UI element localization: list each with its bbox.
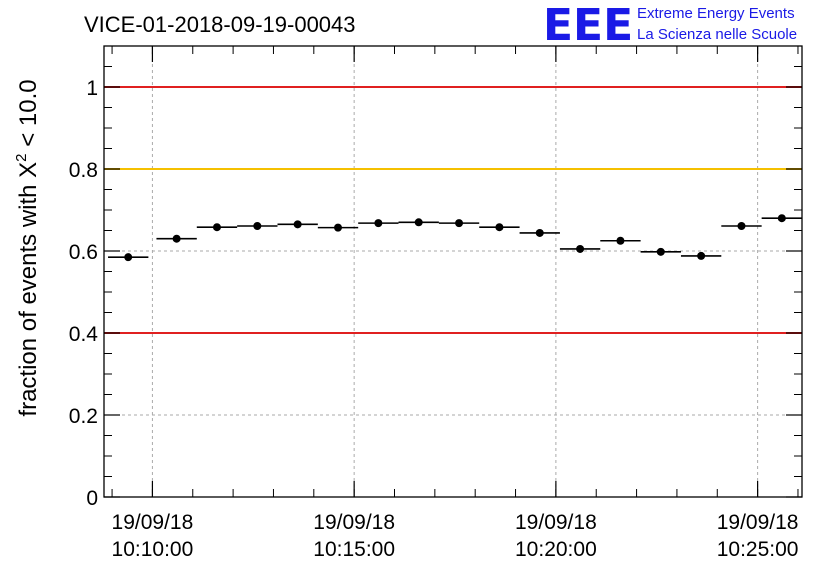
eee-logo-line1: Extreme Energy Events — [637, 5, 795, 22]
y-tick-label-0: 0 — [86, 487, 98, 510]
data-point-17 — [802, 216, 836, 224]
eee-logo-mark: EEE — [543, 0, 633, 51]
data-point-1 — [156, 234, 197, 243]
data-point-6 — [358, 219, 399, 228]
data-point-12 — [600, 236, 641, 245]
x-tick-label-0-1: 10:10:00 — [112, 538, 194, 561]
y-axis-label-tail: < 10.0 — [15, 79, 42, 153]
data-point-15 — [721, 221, 762, 230]
data-point-marker-2 — [212, 223, 221, 232]
data-point-marker-10 — [535, 228, 544, 237]
reference-lines — [104, 86, 802, 334]
y-axis-label-superscript: 2 — [13, 153, 30, 161]
y-axis-label: fraction of events with X2 < 10.0 — [13, 79, 42, 416]
data-point-5 — [317, 223, 359, 232]
x-tick-label-2-0: 19/09/18 — [515, 511, 597, 534]
data-point-11 — [559, 244, 601, 253]
data-point-marker-13 — [656, 247, 665, 256]
x-tick-label-3-1: 10:25:00 — [717, 538, 799, 561]
data-point-2 — [196, 223, 238, 232]
data-point-marker-8 — [455, 219, 464, 228]
y-axis-label-main: fraction of events with X — [15, 162, 42, 417]
data-point-marker-0 — [124, 253, 133, 262]
data-point-marker-7 — [414, 218, 423, 227]
data-point-10 — [519, 228, 560, 237]
data-point-marker-17 — [818, 216, 826, 224]
data-point-0 — [108, 253, 149, 262]
y-tick-label-4: 0.8 — [69, 159, 98, 182]
data-point-4 — [277, 220, 318, 229]
plot-frame — [103, 45, 803, 498]
data-point-marker-1 — [172, 234, 181, 243]
x-tick-label-0-0: 19/09/18 — [112, 511, 194, 534]
grid — [104, 46, 802, 497]
y-tick-label-2: 0.4 — [69, 323, 99, 346]
data-point-7 — [398, 218, 439, 227]
eee-logo: EEE Extreme Energy Events La Scienza nel… — [543, 0, 797, 51]
x-tick-label-1-0: 19/09/18 — [313, 511, 395, 534]
data-point-3 — [237, 221, 278, 230]
y-tick-label-1: 0.2 — [69, 405, 98, 428]
data-point-9 — [479, 223, 520, 232]
x-tick-label-1-1: 10:15:00 — [313, 538, 395, 561]
y-tick-label-5: 1 — [86, 77, 98, 100]
eee-logo-line2: La Scienza nelle Scuole — [637, 26, 797, 43]
data-point-8 — [438, 219, 480, 228]
x-tick-label-2-1: 10:20:00 — [515, 538, 597, 561]
data-point-13 — [640, 247, 681, 256]
data-point-marker-4 — [293, 220, 302, 229]
data-point-marker-6 — [374, 219, 383, 228]
chart-title: VICE-01-2018-09-19-00043 — [84, 12, 356, 37]
data-point-marker-12 — [616, 236, 625, 245]
data-points — [108, 214, 836, 262]
data-point-marker-15 — [737, 221, 746, 230]
data-point-marker-11 — [576, 244, 585, 253]
x-tick-label-3-0: 19/09/18 — [717, 511, 799, 534]
data-point-marker-5 — [334, 223, 343, 232]
data-point-marker-16 — [777, 214, 786, 223]
y-tick-label-3: 0.6 — [69, 241, 98, 264]
data-point-marker-3 — [253, 221, 262, 230]
data-point-marker-14 — [697, 251, 706, 260]
axes: 0 0.2 0.4 0.6 0.8 1 19/09/18 10:10:00 19/09/18 10… — [69, 45, 803, 561]
data-point-16 — [761, 214, 802, 223]
data-point-14 — [680, 251, 722, 260]
data-point-marker-9 — [495, 223, 504, 232]
